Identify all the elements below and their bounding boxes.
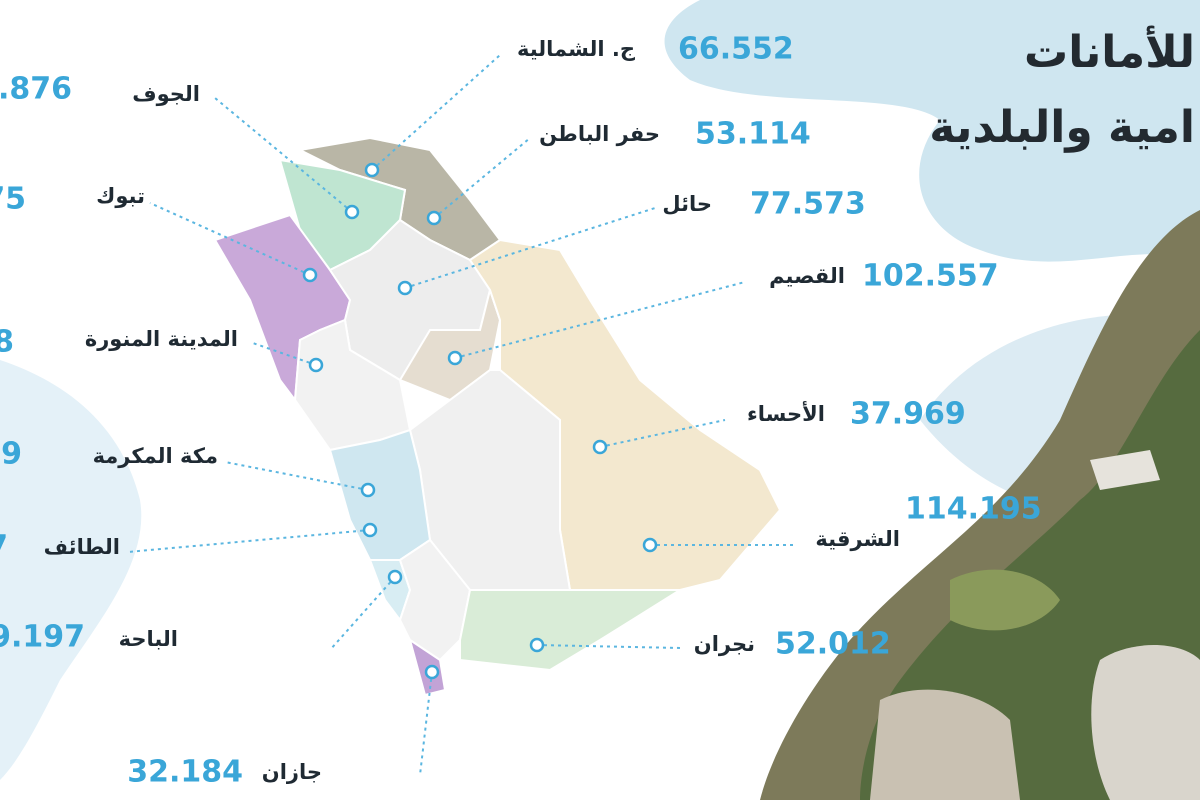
region-shape [468, 238, 782, 591]
region-value: 52.012 [775, 627, 891, 662]
leader-line [404, 207, 656, 289]
title-line: للأمانات [1024, 25, 1195, 78]
region-value: 102.557 [862, 259, 999, 294]
leader-line [127, 529, 371, 553]
region-name: القصيم [769, 264, 845, 288]
region-marker [302, 267, 318, 283]
region-value: 9.197 [0, 620, 85, 655]
region-marker [424, 664, 440, 680]
region-name: الجوف [132, 82, 200, 106]
region-name: حائل [662, 192, 712, 216]
region-marker [364, 162, 380, 178]
region-value: 37.969 [850, 397, 966, 432]
region-marker [642, 537, 658, 553]
leader-line [224, 461, 369, 491]
region-shape [459, 589, 684, 672]
region-value: 3.876 [0, 72, 72, 107]
region-marker [447, 350, 463, 366]
region-name: جازان [262, 760, 322, 784]
title-line: امية والبلدية [929, 102, 1195, 153]
region-value: 8 [0, 325, 14, 360]
region-name: تبوك [96, 184, 145, 208]
region-value: 7 [0, 530, 8, 565]
region-marker [529, 637, 545, 653]
region-marker [387, 569, 403, 585]
map [213, 136, 782, 697]
leader-line [329, 576, 396, 651]
leader-line [536, 644, 681, 649]
leader-line [249, 341, 317, 366]
region-name: الشرقية [815, 527, 900, 551]
leader-line [371, 54, 501, 171]
leader-line [149, 202, 311, 276]
region-value: 53.114 [695, 117, 811, 152]
leader-line [599, 419, 726, 448]
region-name: مكة المكرمة [93, 444, 218, 468]
leader-line [419, 671, 433, 776]
region-name: حفر الباطن [539, 122, 660, 146]
labels: ج. الشمالية 66.552 الجوف 3.876 حفر الباطن 53.… [0, 32, 1042, 790]
region-value: 75 [0, 182, 26, 217]
region-marker [426, 210, 442, 226]
region-value: 39 [0, 437, 22, 472]
region-marker [397, 280, 413, 296]
leader-line [454, 281, 746, 359]
region-value: 114.195 [905, 492, 1042, 527]
region-marker [308, 357, 324, 373]
region-marker [362, 522, 378, 538]
leader-line [214, 97, 353, 213]
region-name: الطائف [44, 535, 120, 559]
region-name: الأحساء [747, 400, 825, 426]
region-name: المدينة المنورة [85, 327, 238, 351]
region-name: ج. الشمالية [517, 37, 636, 62]
region-value: 77.573 [750, 187, 866, 222]
region-marker [360, 482, 376, 498]
region-name: نجران [694, 632, 755, 656]
region-name: الباحة [119, 627, 178, 651]
region-shape [398, 286, 502, 402]
region-marker [592, 439, 608, 455]
region-value: 32.184 [127, 755, 243, 790]
region-marker [344, 204, 360, 220]
region-value: 66.552 [678, 32, 794, 67]
